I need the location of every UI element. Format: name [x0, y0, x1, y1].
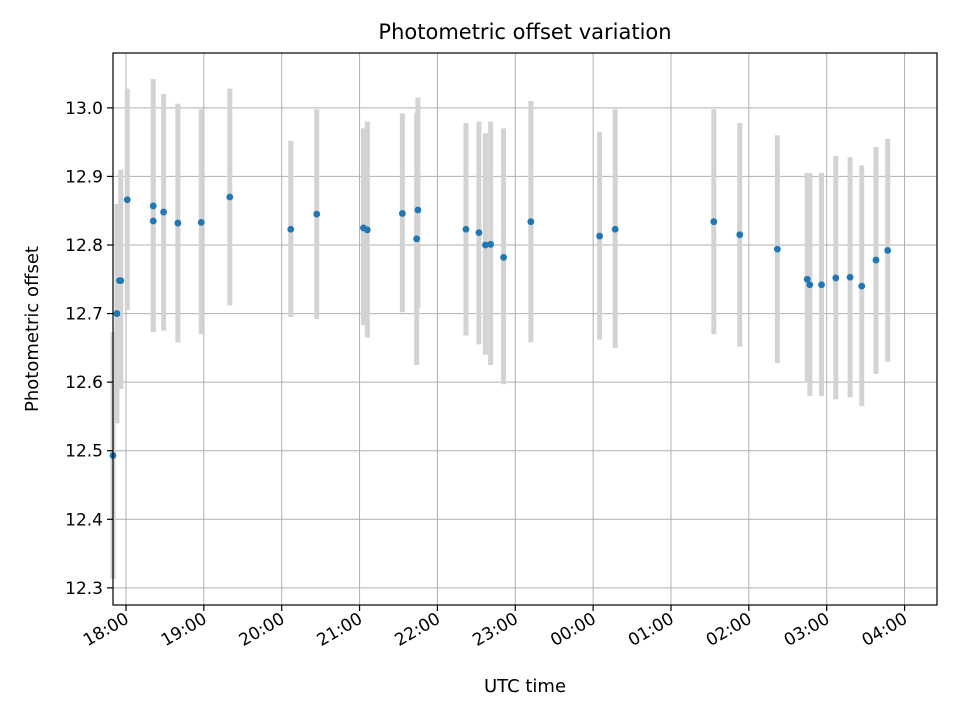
data-point: [197, 218, 205, 226]
data-point: [872, 256, 880, 264]
y-tick-label: 12.5: [65, 442, 103, 462]
data-point: [287, 225, 295, 233]
data-point: [736, 231, 744, 239]
data-point: [710, 218, 718, 226]
data-point: [482, 241, 489, 249]
data-point: [884, 247, 892, 254]
data-point: [611, 225, 619, 233]
x-tick-label: 18:00: [80, 609, 132, 651]
y-tick-label: 13.0: [65, 99, 103, 119]
data-point: [773, 245, 781, 253]
plot-area-frame: [112, 52, 938, 606]
data-point: [363, 226, 371, 234]
y-tick-label: 12.8: [65, 236, 103, 256]
x-tick-label: 00:00: [547, 609, 599, 651]
data-point: [818, 281, 825, 289]
y-axis-label: Photometric offset: [22, 246, 43, 412]
x-tick-label: 19:00: [158, 609, 210, 651]
data-point: [500, 253, 507, 261]
data-point: [596, 232, 604, 240]
grid-lines: [113, 53, 937, 605]
data-point: [160, 208, 168, 216]
data-point: [487, 240, 495, 248]
data-point: [313, 210, 321, 218]
x-tick-label: 02:00: [703, 609, 755, 651]
x-tick-label: 01:00: [625, 609, 677, 651]
data-point: [113, 310, 121, 317]
data-point: [413, 235, 421, 243]
data-point: [226, 193, 234, 201]
y-tick-label: 12.4: [65, 510, 103, 530]
y-tick-label: 12.3: [65, 579, 103, 599]
data-point: [475, 229, 483, 237]
data-point: [806, 281, 814, 289]
error-bars: [110, 79, 891, 579]
data-point: [123, 196, 131, 204]
data-point: [149, 202, 157, 210]
data-point: [462, 225, 470, 233]
data-point: [858, 282, 866, 290]
y-tick-label: 12.6: [65, 373, 103, 393]
data-point: [398, 210, 406, 217]
data-point: [174, 219, 182, 227]
data-points: [109, 193, 892, 459]
x-tick-label: 22:00: [391, 609, 443, 651]
x-tick-label: 23:00: [469, 609, 521, 651]
y-tick-label: 12.9: [65, 167, 103, 187]
data-point: [527, 218, 535, 226]
data-point: [149, 217, 157, 225]
y-tick-label: 12.7: [65, 305, 103, 325]
x-tick-label: 04:00: [859, 609, 911, 651]
x-tick-label: 21:00: [314, 609, 366, 651]
chart-title: Photometric offset variation: [378, 20, 671, 44]
data-point: [117, 277, 125, 285]
data-point: [832, 274, 840, 282]
data-point: [414, 206, 422, 214]
axis-ticks: 12.3 12.4 12.5 12.6 12.7 12.8 12.9 13.0 18:00 19:…: [65, 99, 911, 651]
x-tick-label: 20:00: [236, 609, 288, 651]
x-axis-label: UTC time: [484, 676, 566, 697]
data-point: [803, 275, 811, 283]
data-point: [846, 273, 854, 281]
x-tick-label: 03:00: [781, 609, 833, 651]
